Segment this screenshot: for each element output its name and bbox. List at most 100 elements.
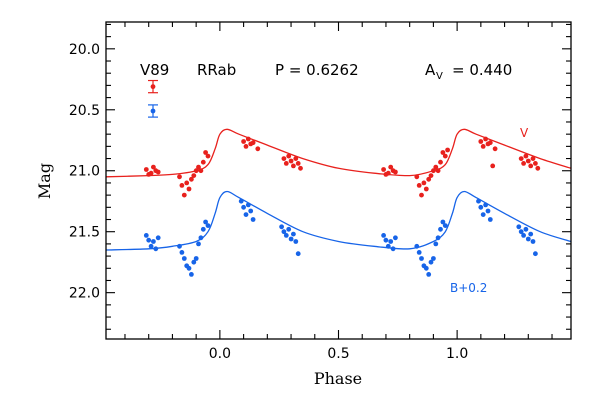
data-point xyxy=(293,239,299,244)
data-point xyxy=(189,176,194,182)
data-point xyxy=(442,223,448,229)
data-point xyxy=(283,233,289,238)
data-point xyxy=(288,236,294,242)
data-point xyxy=(381,167,386,172)
data-point xyxy=(431,256,436,261)
data-point xyxy=(388,164,394,170)
data-point xyxy=(416,183,422,188)
data-point xyxy=(193,256,199,261)
data-point xyxy=(516,224,522,230)
data-point xyxy=(293,156,299,162)
data-point xyxy=(523,153,529,159)
data-point xyxy=(480,144,486,149)
data-point xyxy=(143,167,149,172)
data-point xyxy=(385,243,391,249)
data-point xyxy=(487,217,493,222)
data-point xyxy=(250,140,256,146)
data-point xyxy=(433,164,439,170)
data-point xyxy=(151,239,156,244)
data-point xyxy=(381,233,386,238)
data-point xyxy=(492,146,498,152)
data-point xyxy=(245,136,251,142)
data-point xyxy=(414,243,420,249)
data-point xyxy=(423,186,429,192)
period-label: P = 0.6262 xyxy=(275,61,359,79)
data-point xyxy=(203,150,209,155)
data-point xyxy=(416,250,422,255)
data-point xyxy=(393,169,398,175)
x-axis-label: Phase xyxy=(314,369,362,388)
data-point xyxy=(198,168,204,174)
data-point xyxy=(153,246,159,252)
data-point xyxy=(143,233,149,238)
data-point xyxy=(196,241,201,247)
data-point xyxy=(393,235,398,241)
data-point xyxy=(179,183,185,188)
data-point xyxy=(383,237,389,243)
data-point xyxy=(433,241,439,247)
x-tick-label: 0.0 xyxy=(209,346,231,362)
data-point xyxy=(288,158,294,164)
data-point xyxy=(283,161,289,166)
data-point xyxy=(155,169,161,175)
amplitude-subscript: V xyxy=(436,71,443,82)
data-point xyxy=(431,168,436,174)
x-tick-label: 0.5 xyxy=(327,346,349,362)
data-point xyxy=(421,180,427,186)
data-point xyxy=(186,265,192,271)
data-point xyxy=(445,147,450,153)
data-point xyxy=(286,226,292,232)
data-point xyxy=(525,158,531,164)
data-point xyxy=(419,256,424,261)
y-tick-label: 22.0 xyxy=(69,286,100,302)
data-point xyxy=(423,265,429,271)
data-point xyxy=(243,212,249,218)
data-point xyxy=(295,251,301,257)
data-point xyxy=(181,192,187,198)
data-point xyxy=(533,251,538,257)
data-point xyxy=(243,144,249,149)
series-v xyxy=(105,79,572,198)
y-axis-label: Mag xyxy=(35,163,54,199)
data-point xyxy=(189,272,194,277)
data-point xyxy=(426,176,432,182)
data-point xyxy=(440,150,446,155)
data-point xyxy=(438,226,443,232)
data-point xyxy=(198,235,204,241)
series-b xyxy=(105,104,572,277)
fit-curve-v xyxy=(105,128,572,178)
data-point xyxy=(205,223,211,229)
data-point xyxy=(295,161,301,166)
star-id-label: V89 xyxy=(140,61,169,79)
data-point xyxy=(535,165,541,171)
data-point xyxy=(480,212,486,218)
y-tick-label: 21.0 xyxy=(69,164,100,180)
amplitude-value: = 0.440 xyxy=(452,61,512,79)
data-point xyxy=(525,236,531,242)
data-point xyxy=(286,153,292,159)
amplitude-symbol: A xyxy=(425,61,436,79)
data-point xyxy=(490,163,496,169)
data-point xyxy=(528,163,534,169)
data-point xyxy=(523,226,529,232)
data-point xyxy=(428,173,434,179)
data-point xyxy=(435,168,441,174)
data-point xyxy=(238,198,244,204)
data-point xyxy=(200,226,206,232)
data-point xyxy=(419,192,424,198)
data-point xyxy=(148,243,154,249)
data-point xyxy=(155,235,161,241)
data-point xyxy=(521,161,526,166)
data-point xyxy=(177,174,182,180)
data-point xyxy=(203,219,209,225)
y-tick-label: 20.5 xyxy=(69,103,100,119)
data-point xyxy=(179,250,185,255)
data-point xyxy=(205,153,211,159)
data-point xyxy=(521,233,526,238)
series-label-v: V xyxy=(520,126,529,140)
data-point xyxy=(281,156,287,162)
data-point xyxy=(241,139,247,144)
data-point xyxy=(191,259,197,265)
series-label-b: B+0.2 xyxy=(450,281,487,295)
data-point xyxy=(291,231,296,237)
